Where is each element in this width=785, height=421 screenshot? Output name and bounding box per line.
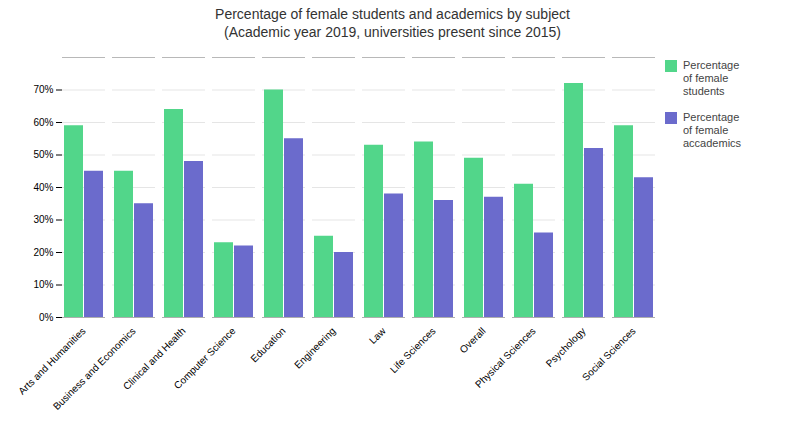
svg-text:Education: Education	[248, 325, 287, 364]
svg-text:30%: 30%	[33, 214, 53, 225]
svg-text:Overall: Overall	[457, 325, 487, 355]
svg-text:70%: 70%	[33, 84, 53, 95]
svg-text:60%: 60%	[33, 117, 53, 128]
svg-text:Clinical and Health: Clinical and Health	[120, 325, 188, 392]
svg-text:40%: 40%	[33, 182, 53, 193]
svg-text:Law: Law	[367, 325, 388, 346]
svg-text:Psychology: Psychology	[544, 325, 588, 369]
svg-text:Arts and Humanities: Arts and Humanities	[16, 325, 88, 397]
svg-text:Life Sciences: Life Sciences	[388, 325, 438, 375]
svg-text:Business and Economics: Business and Economics	[51, 325, 138, 412]
svg-text:10%: 10%	[33, 279, 53, 290]
svg-text:20%: 20%	[33, 247, 53, 258]
svg-text:Engineering: Engineering	[292, 325, 338, 371]
svg-text:Physical Sciences: Physical Sciences	[473, 325, 538, 390]
html-text:Percentage of female accademic: Percentage of female accademics	[683, 110, 742, 149]
html-text:Percentage of female students: Percentage of female students and academ…	[215, 6, 570, 40]
svg-text:0%: 0%	[39, 312, 54, 323]
svg-text:50%: 50%	[33, 149, 53, 160]
html-text:Percentage of female students: Percentage of female students	[683, 59, 740, 98]
svg-text:Computer Science: Computer Science	[172, 325, 238, 391]
svg-text:Social Sciences: Social Sciences	[580, 325, 638, 383]
